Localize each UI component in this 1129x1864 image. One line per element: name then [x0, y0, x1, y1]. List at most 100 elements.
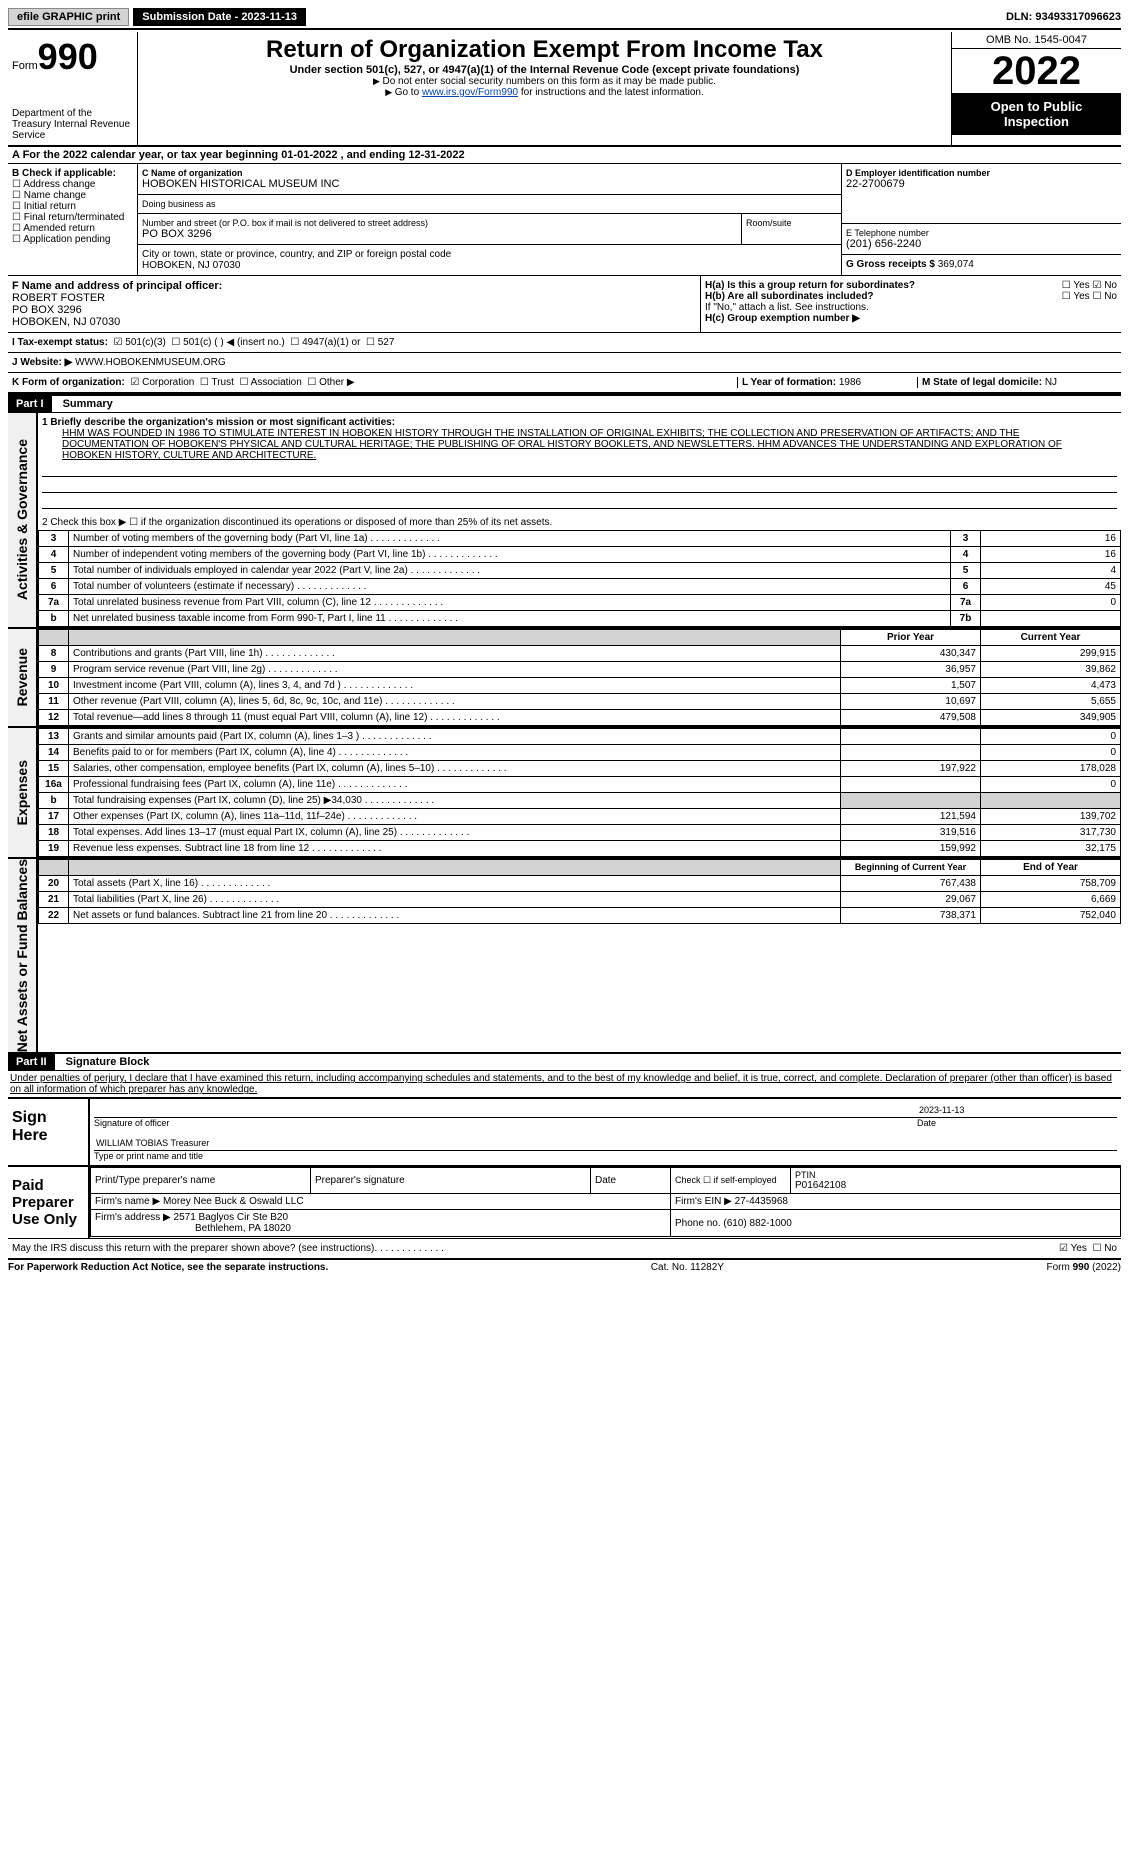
gross-label: G Gross receipts $ — [846, 259, 935, 270]
dept-text: Department of the Treasury Internal Reve… — [12, 108, 133, 141]
firm-phone-label: Phone no. — [675, 1218, 721, 1229]
k-assoc[interactable]: Association — [239, 377, 301, 388]
cb-final[interactable]: Final return/terminated — [12, 212, 133, 223]
eoy-hdr: End of Year — [981, 860, 1121, 876]
line2: 2 Check this box ▶ ☐ if the organization… — [38, 515, 1121, 530]
firm-phone: (610) 882-1000 — [723, 1218, 791, 1229]
prep-h5: PTIN — [795, 1170, 1116, 1180]
sign-here-label: Sign Here — [8, 1099, 88, 1165]
k-trust[interactable]: Trust — [200, 377, 234, 388]
form-title: Return of Organization Exempt From Incom… — [142, 36, 947, 64]
f-street: PO BOX 3296 — [12, 304, 696, 316]
j-website: WWW.HOBOKENMUSEUM.ORG — [75, 357, 226, 368]
sig-date: 2023-11-13 — [917, 1103, 1117, 1118]
form-header: Form990 Department of the Treasury Inter… — [8, 32, 1121, 147]
i-527[interactable]: 527 — [366, 337, 394, 348]
f-label: F Name and address of principal officer: — [12, 280, 696, 292]
expenses-table: 13Grants and similar amounts paid (Part … — [38, 728, 1121, 857]
firm-addr-label: Firm's address ▶ — [95, 1212, 171, 1223]
hb-note: If "No," attach a list. See instructions… — [705, 302, 1117, 313]
i-4947[interactable]: 4947(a)(1) or — [290, 337, 360, 348]
cb-initial[interactable]: Initial return — [12, 201, 133, 212]
part2-num: Part II — [8, 1054, 55, 1070]
open-public: Open to Public Inspection — [952, 93, 1121, 135]
phone: (201) 656-2240 — [846, 238, 1117, 250]
hb-yes[interactable]: Yes — [1062, 291, 1090, 302]
mission-label: 1 Briefly describe the organization's mi… — [42, 417, 1117, 428]
l-val: 1986 — [839, 377, 861, 388]
city: HOBOKEN, NJ 07030 — [142, 260, 837, 271]
street-label: Number and street (or P.O. box if mail i… — [142, 218, 737, 228]
city-label: City or town, state or province, country… — [142, 249, 837, 260]
submission-button[interactable]: Submission Date - 2023-11-13 — [133, 8, 306, 26]
f-city: HOBOKEN, NJ 07030 — [12, 316, 696, 328]
ha-label: H(a) Is this a group return for subordin… — [705, 280, 915, 291]
hb-no[interactable]: No — [1092, 291, 1117, 302]
topbar: efile GRAPHIC print Submission Date - 20… — [8, 8, 1121, 26]
k-corp[interactable]: Corporation — [130, 377, 194, 388]
sig-date-label: Date — [917, 1118, 1117, 1128]
m-val: NJ — [1045, 377, 1057, 388]
cb-amended[interactable]: Amended return — [12, 223, 133, 234]
irs-link[interactable]: www.irs.gov/Form990 — [422, 87, 518, 98]
f-name: ROBERT FOSTER — [12, 292, 696, 304]
vert-governance: Activities & Governance — [14, 439, 30, 600]
i-label: I Tax-exempt status: — [12, 337, 108, 348]
phone-label: E Telephone number — [846, 228, 1117, 238]
boy-hdr: Beginning of Current Year — [841, 860, 981, 876]
j-label: J Website: ▶ — [12, 357, 72, 368]
entity-section: B Check if applicable: Address change Na… — [8, 164, 1121, 276]
i-501c3[interactable]: 501(c)(3) — [114, 337, 166, 348]
row-a: A For the 2022 calendar year, or tax yea… — [8, 147, 1121, 164]
l-label: L Year of formation: — [742, 377, 836, 388]
discuss-yes[interactable]: Yes — [1059, 1243, 1087, 1254]
note-link: Go to www.irs.gov/Form990 for instructio… — [142, 87, 947, 98]
cb-address[interactable]: Address change — [12, 179, 133, 190]
prep-h2: Preparer's signature — [311, 1168, 591, 1194]
ha-no[interactable]: No — [1092, 280, 1117, 291]
gross: 369,074 — [938, 259, 974, 270]
footer-left: For Paperwork Reduction Act Notice, see … — [8, 1262, 328, 1273]
col-b-label: B Check if applicable: — [12, 168, 133, 179]
note2-pre: Go to — [395, 87, 422, 98]
preparer-table: Print/Type preparer's name Preparer's si… — [90, 1167, 1121, 1237]
firm-name: Morey Nee Buck & Oswald LLC — [163, 1196, 304, 1207]
firm-label: Firm's name ▶ — [95, 1196, 160, 1207]
governance-table: 3Number of voting members of the governi… — [38, 530, 1121, 627]
form-number: 990 — [38, 36, 98, 77]
part2-title: Signature Block — [58, 1056, 150, 1068]
form-label: Form — [12, 60, 38, 72]
hc-label: H(c) Group exemption number ▶ — [705, 313, 1117, 324]
cb-name[interactable]: Name change — [12, 190, 133, 201]
revenue-table: Prior YearCurrent Year 8Contributions an… — [38, 629, 1121, 726]
firm-addr: 2571 Baglyos Cir Ste B20 — [174, 1212, 289, 1223]
prep-h3: Date — [591, 1168, 671, 1194]
cb-pending[interactable]: Application pending — [12, 234, 133, 245]
discuss-text: May the IRS discuss this return with the… — [12, 1243, 374, 1254]
paid-prep-label: Paid Preparer Use Only — [8, 1167, 88, 1238]
dln-text: DLN: 93493317096623 — [1006, 11, 1121, 23]
ein-label: D Employer identification number — [846, 168, 1117, 178]
firm-addr2: Bethlehem, PA 18020 — [95, 1223, 291, 1234]
room-label: Room/suite — [746, 218, 837, 228]
org-name: HOBOKEN HISTORICAL MUSEUM INC — [142, 178, 837, 190]
prep-h4[interactable]: Check ☐ if self-employed — [671, 1168, 791, 1194]
penalties-text: Under penalties of perjury, I declare th… — [8, 1071, 1121, 1097]
prep-ptin: P01642108 — [795, 1180, 1116, 1191]
k-other[interactable]: Other ▶ — [307, 377, 354, 388]
vert-revenue: Revenue — [14, 648, 30, 706]
street: PO BOX 3296 — [142, 228, 737, 240]
discuss-no[interactable]: No — [1092, 1243, 1117, 1254]
footer-right: Form 990 (2022) — [1047, 1262, 1122, 1273]
ha-yes[interactable]: Yes — [1062, 280, 1090, 291]
i-501c[interactable]: 501(c) ( ) ◀ (insert no.) — [171, 337, 284, 348]
efile-button[interactable]: efile GRAPHIC print — [8, 8, 129, 26]
form-subtitle: Under section 501(c), 527, or 4947(a)(1)… — [142, 64, 947, 76]
hb-label: H(b) Are all subordinates included? — [705, 291, 874, 302]
vert-expenses: Expenses — [14, 760, 30, 825]
omb-number: OMB No. 1545-0047 — [952, 32, 1121, 49]
sig-officer-label: Signature of officer — [94, 1118, 917, 1128]
note2-post: for instructions and the latest informat… — [518, 87, 704, 98]
dba-label: Doing business as — [142, 199, 837, 209]
note-ssn: Do not enter social security numbers on … — [142, 76, 947, 87]
